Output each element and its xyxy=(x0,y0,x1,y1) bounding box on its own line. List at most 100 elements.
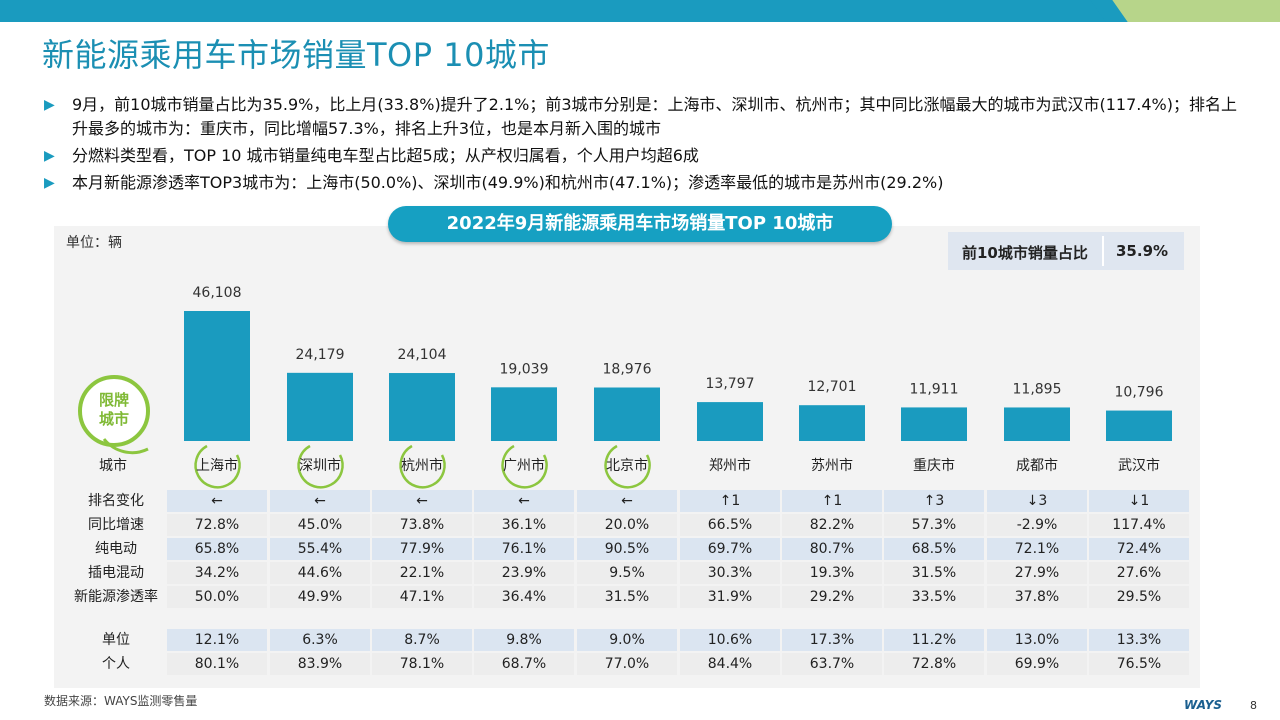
share-label: 前10城市销量占比 xyxy=(962,244,1088,262)
data-source-note: 数据来源：WAYS监测零售量 xyxy=(44,694,198,708)
bullet-text: 9月，前10城市销量占比为35.9%，比上月(33.8%)提升了2.1%；前3城… xyxy=(72,95,1238,138)
table-cell: 9.8% xyxy=(474,629,574,651)
row-label: 插电混动 xyxy=(88,565,144,581)
table-cell: 73.8% xyxy=(372,514,472,536)
table-cell: 63.7% xyxy=(782,653,882,675)
bullet-arrow-icon: ▶ xyxy=(44,97,55,113)
table-cell: 27.9% xyxy=(987,562,1087,584)
table-cell: 27.6% xyxy=(1089,562,1189,584)
bullet-arrow-icon: ▶ xyxy=(44,148,55,164)
table-cell: 66.5% xyxy=(680,514,780,536)
bullet-text: 分燃料类型看，TOP 10 城市销量纯电车型占比超5成；从产权归属看，个人用户均… xyxy=(72,146,699,165)
row-label: 个人 xyxy=(102,656,130,672)
table-cell: 36.1% xyxy=(474,514,574,536)
table-cell: 34.2% xyxy=(167,562,267,584)
table-cell: 36.4% xyxy=(474,586,574,608)
table-cell: 9.0% xyxy=(577,629,677,651)
share-value: 35.9% xyxy=(1116,242,1169,260)
table-cell: 45.0% xyxy=(270,514,370,536)
table-cell: 12.1% xyxy=(167,629,267,651)
table-cell: 29.2% xyxy=(782,586,882,608)
restricted-city-badge: 限牌 城市 xyxy=(78,375,150,447)
table-cell: 80.1% xyxy=(167,653,267,675)
metric-row: 同比增速 72.8% 45.0% 73.8% 36.1% 20.0% 66.5% 82.2% 5… xyxy=(60,514,1200,536)
table-cell: 72.1% xyxy=(987,538,1087,560)
page-number: 8 xyxy=(1250,699,1257,712)
ownership-row: 单位 12.1% 6.3% 8.7% 9.8% 9.0% 10.6% 17.3% 11.2% 13… xyxy=(60,629,1200,651)
bullet-text: 本月新能源渗透率TOP3城市为：上海市(50.0%)、深圳市(49.9%)和杭州… xyxy=(72,173,944,192)
table-cell: 47.1% xyxy=(372,586,472,608)
share-divider xyxy=(1102,236,1104,266)
table-cell: 20.0% xyxy=(577,514,677,536)
table-cell: 31.9% xyxy=(680,586,780,608)
table-cell: 9.5% xyxy=(577,562,677,584)
badge-line: 限牌 xyxy=(98,391,129,409)
row-label: 同比增速 xyxy=(88,517,144,533)
table-cell: 49.9% xyxy=(270,586,370,608)
row-label: 新能源渗透率 xyxy=(74,589,158,605)
table-cell: ↑1 xyxy=(680,490,780,512)
table-cell: 90.5% xyxy=(577,538,677,560)
table-cell: 17.3% xyxy=(782,629,882,651)
table-cell: ← xyxy=(577,490,677,512)
table-cell: 68.7% xyxy=(474,653,574,675)
table-cell: 19.3% xyxy=(782,562,882,584)
table-cell: 33.5% xyxy=(884,586,984,608)
metric-row: 排名变化 ← ← ← ← ← ↑1 ↑1 ↑3 ↓3 ↓1 xyxy=(60,490,1200,512)
table-cell: -2.9% xyxy=(987,514,1087,536)
table-cell: ← xyxy=(167,490,267,512)
banner-green-band xyxy=(1112,0,1280,22)
table-cell: 69.9% xyxy=(987,653,1087,675)
table-cell: ← xyxy=(270,490,370,512)
badge-line: 城市 xyxy=(98,410,129,428)
table-cell: 76.5% xyxy=(1089,653,1189,675)
bullet-arrow-icon: ▶ xyxy=(44,175,55,191)
summary-bullets: ▶ 9月，前10城市销量占比为35.9%，比上月(33.8%)提升了2.1%；前… xyxy=(44,93,1244,198)
metric-row: 新能源渗透率 50.0% 49.9% 47.1% 36.4% 31.5% 31.9% 29.2… xyxy=(60,586,1200,608)
table-cell: 10.6% xyxy=(680,629,780,651)
ownership-row: 个人 80.1% 83.9% 78.1% 68.7% 77.0% 84.4% 63.7% 72.… xyxy=(60,653,1200,675)
table-cell: 117.4% xyxy=(1089,514,1189,536)
table-cell: 57.3% xyxy=(884,514,984,536)
table-cell: 77.9% xyxy=(372,538,472,560)
top10-share-box: 前10城市销量占比 35.9% xyxy=(948,232,1184,270)
table-cell: ↓1 xyxy=(1089,490,1189,512)
table-cell: 8.7% xyxy=(372,629,472,651)
metric-row: 插电混动 34.2% 44.6% 22.1% 23.9% 9.5% 30.3% 19.3% 31… xyxy=(60,562,1200,584)
table-cell: 72.8% xyxy=(884,653,984,675)
table-cell: 30.3% xyxy=(680,562,780,584)
table-cell: ← xyxy=(372,490,472,512)
table-cell: 29.5% xyxy=(1089,586,1189,608)
bullet-item: ▶ 本月新能源渗透率TOP3城市为：上海市(50.0%)、深圳市(49.9%)和… xyxy=(44,171,1244,195)
table-cell: 13.0% xyxy=(987,629,1087,651)
top-banner xyxy=(0,0,1280,22)
table-cell: 6.3% xyxy=(270,629,370,651)
table-cell: 55.4% xyxy=(270,538,370,560)
table-cell: 80.7% xyxy=(782,538,882,560)
table-cell: 69.7% xyxy=(680,538,780,560)
page-title: 新能源乘用车市场销量TOP 10城市 xyxy=(42,36,550,74)
table-cell: 11.2% xyxy=(884,629,984,651)
chart-panel xyxy=(54,226,1200,688)
table-cell: 84.4% xyxy=(680,653,780,675)
table-cell: 82.2% xyxy=(782,514,882,536)
bullet-item: ▶ 分燃料类型看，TOP 10 城市销量纯电车型占比超5成；从产权归属看，个人用… xyxy=(44,144,1244,168)
table-cell: 22.1% xyxy=(372,562,472,584)
unit-note: 单位：辆 xyxy=(66,235,122,251)
table-cell: 13.3% xyxy=(1089,629,1189,651)
table-cell: 72.4% xyxy=(1089,538,1189,560)
table-cell: 72.8% xyxy=(167,514,267,536)
bullet-item: ▶ 9月，前10城市销量占比为35.9%，比上月(33.8%)提升了2.1%；前… xyxy=(44,93,1244,141)
table-cell: 44.6% xyxy=(270,562,370,584)
table-cell: 76.1% xyxy=(474,538,574,560)
table-cell: 31.5% xyxy=(577,586,677,608)
table-cell: ↓3 xyxy=(987,490,1087,512)
table-cell: 50.0% xyxy=(167,586,267,608)
table-cell: 68.5% xyxy=(884,538,984,560)
table-cell: ← xyxy=(474,490,574,512)
table-cell: 77.0% xyxy=(577,653,677,675)
table-cell: 31.5% xyxy=(884,562,984,584)
banner-blue-band xyxy=(0,0,1110,22)
table-cell: 78.1% xyxy=(372,653,472,675)
table-cell: ↑3 xyxy=(884,490,984,512)
